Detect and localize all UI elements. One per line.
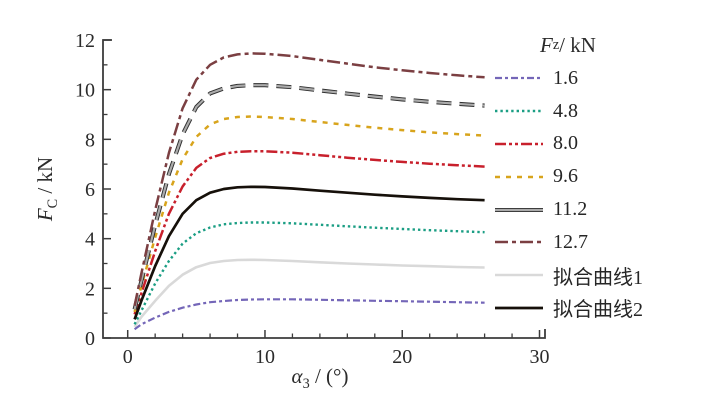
legend-swatch-line [495,77,543,80]
legend-title-symbol: F [540,32,553,57]
x-tick-label: 0 [123,346,133,368]
y-axis-subscript: C [45,198,62,209]
x-tick-label: 30 [530,346,550,368]
y-tick-label: 6 [85,179,95,201]
y-axis-symbol: F [33,208,57,222]
x-axis-unit: / (°) [309,364,349,388]
x-tick-label: 20 [392,346,412,368]
legend-title-subscript: z [552,36,560,53]
legend-item: 1.6 [494,62,643,95]
legend-item-label: 拟合曲线1 [553,266,643,289]
x-tick-label: 10 [255,346,275,368]
series-line-9.6 [133,115,485,313]
legend-item-label: 1.6 [553,66,578,89]
legend-item: 拟合曲线2 [494,292,643,325]
series-line-11.2 [133,84,485,310]
legend-swatch-line [495,109,543,113]
y-tick-label: 8 [85,129,95,151]
y-tick-label: 2 [85,278,95,300]
legend-item: 拟合曲线1 [494,259,643,292]
legend-item: 9.6 [494,160,643,193]
series-line-4.8 [133,221,485,325]
legend-item: 12.7 [494,226,643,259]
series-line-12.7 [133,52,485,306]
legend-item-label: 11.2 [553,198,588,221]
series-line-8.0 [133,150,485,315]
y-tick-label: 0 [85,328,95,350]
legend-items: 1.6 4.8 8.0 9.6 11.2 12.7 拟合曲线1 拟合曲线2 [494,62,643,324]
legend-swatch-line [495,142,543,146]
legend-item: 8.0 [494,128,643,161]
legend-item-label: 9.6 [553,165,578,188]
series-line-拟合曲线1 [133,258,485,328]
y-tick-label: 12 [75,30,95,52]
axes-frame [102,39,546,339]
legend-swatch-line [495,273,543,277]
legend-swatch-line [495,207,543,212]
series-line-拟合曲线2 [133,185,485,320]
x-axis-subscript: 3 [302,376,310,393]
series-line-1.6 [133,298,485,331]
y-tick-label: 10 [75,80,95,102]
legend-swatch-line [495,175,543,179]
legend-item-label: 拟合曲线2 [553,299,643,322]
legend-item-label: 4.8 [553,99,578,122]
legend-item: 11.2 [494,193,643,226]
y-axis-unit: / kN [33,156,57,199]
x-axis-label: α3 / (°) [230,364,410,393]
legend-title-unit: / kN [559,32,596,57]
legend-item: 4.8 [494,95,643,128]
y-axis-label: FC / kN [33,137,62,241]
legend-swatch-line [495,306,543,310]
legend-item-label: 8.0 [553,132,578,155]
x-axis-symbol: α [291,364,303,388]
legend-item-label: 12.7 [553,230,588,253]
y-tick-label: 4 [85,229,95,251]
legend-swatch-line [495,241,543,244]
